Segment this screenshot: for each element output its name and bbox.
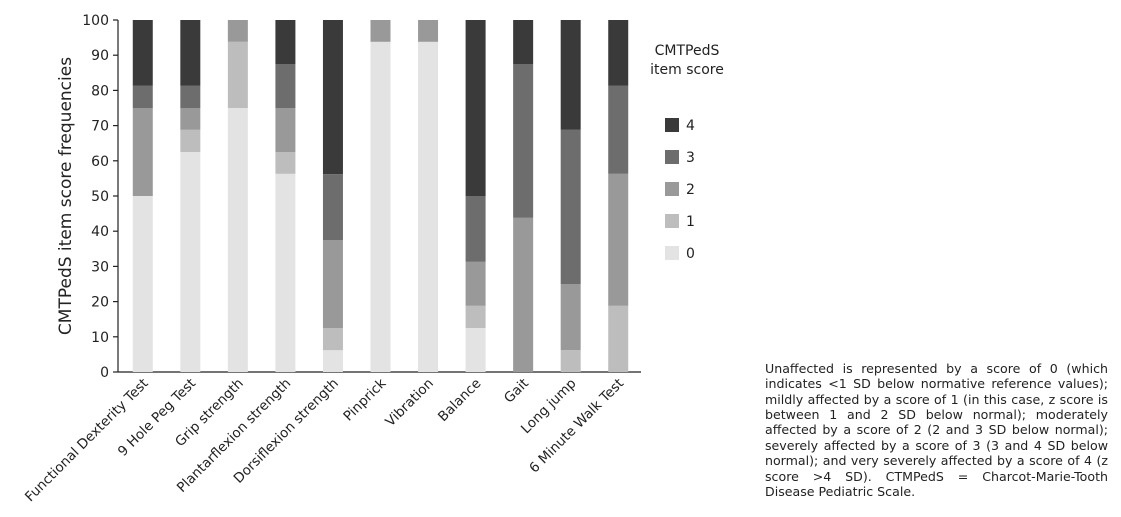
bar-segment-score-0 bbox=[132, 196, 153, 372]
bar-segment-score-4 bbox=[132, 20, 153, 86]
legend-label: 4 bbox=[686, 118, 695, 134]
bar-segment-score-3 bbox=[275, 64, 296, 108]
bar-segment-score-0 bbox=[465, 328, 486, 372]
legend-swatch bbox=[665, 182, 679, 196]
bar-segment-score-2 bbox=[132, 108, 153, 196]
y-tick-label: 0 bbox=[100, 365, 109, 381]
bar-segment-score-4 bbox=[275, 20, 296, 64]
y-tick-label: 50 bbox=[91, 189, 109, 205]
bar-segment-score-0 bbox=[322, 350, 343, 372]
legend: CMTPedS item score 4 3 2 1 0 bbox=[650, 43, 724, 262]
legend-label: 3 bbox=[686, 150, 695, 166]
bar-segment-score-2 bbox=[180, 108, 201, 130]
legend-label: 1 bbox=[686, 214, 695, 230]
y-tick-label: 30 bbox=[91, 259, 109, 275]
bar-segment-score-4 bbox=[513, 20, 534, 64]
legend-swatch bbox=[665, 150, 679, 164]
x-tick-label: Vibration bbox=[382, 376, 436, 430]
y-tick-label: 20 bbox=[91, 295, 109, 311]
bar-segment-score-2 bbox=[608, 173, 629, 306]
legend-swatch bbox=[665, 246, 679, 260]
bar-segment-score-0 bbox=[418, 41, 439, 372]
y-tick-label: 40 bbox=[91, 224, 109, 240]
bar-segment-score-3 bbox=[513, 64, 534, 218]
x-tick-label: Pinprick bbox=[340, 375, 389, 424]
bar-segment-score-2 bbox=[465, 261, 486, 306]
figure-caption: Unaffected is represented by a score of … bbox=[765, 361, 1108, 499]
bar-segment-score-4 bbox=[322, 20, 343, 175]
bar-segment-score-3 bbox=[608, 85, 629, 174]
y-tick-label: 70 bbox=[91, 119, 109, 135]
bar-segment-score-0 bbox=[370, 41, 391, 372]
chart-bars bbox=[132, 20, 629, 372]
bar-segment-score-3 bbox=[132, 85, 153, 108]
bar-segment-score-1 bbox=[275, 152, 296, 174]
x-tick-label: Balance bbox=[435, 376, 484, 425]
chart-axes: 0 10 20 30 40 50 60 70 80 90 100 bbox=[82, 13, 641, 381]
bar-segment-score-4 bbox=[180, 20, 201, 86]
y-tick-label: 10 bbox=[91, 330, 109, 346]
bar-segment-score-1 bbox=[180, 129, 201, 152]
legend-swatch bbox=[665, 214, 679, 228]
bar-segment-score-1 bbox=[322, 328, 343, 351]
y-tick-label: 100 bbox=[82, 13, 109, 29]
legend-title-line-2: item score bbox=[650, 62, 724, 78]
bar-segment-score-2 bbox=[560, 284, 581, 351]
bar-segment-score-3 bbox=[180, 85, 201, 108]
y-axis-label: CMTPedS item score frequencies bbox=[56, 57, 76, 335]
bar-segment-score-4 bbox=[608, 20, 629, 86]
legend-label: 0 bbox=[686, 246, 695, 262]
bar-segment-score-0 bbox=[180, 152, 201, 372]
y-tick-label: 60 bbox=[91, 154, 109, 170]
bar-segment-score-3 bbox=[560, 129, 581, 284]
bar-segment-score-4 bbox=[560, 20, 581, 130]
bar-segment-score-3 bbox=[465, 196, 486, 262]
x-tick-label: 6 Minute Walk Test bbox=[526, 376, 627, 477]
bar-segment-score-1 bbox=[227, 41, 248, 108]
y-tick-label: 90 bbox=[91, 48, 109, 64]
bar-segment-score-0 bbox=[227, 108, 248, 372]
bar-segment-score-2 bbox=[275, 108, 296, 152]
bar-segment-score-2 bbox=[370, 20, 391, 42]
y-tick-label: 80 bbox=[91, 83, 109, 99]
bar-segment-score-3 bbox=[322, 174, 343, 240]
x-tick-label: Gait bbox=[501, 376, 532, 407]
bar-segment-score-2 bbox=[513, 217, 534, 372]
bar-segment-score-1 bbox=[465, 305, 486, 328]
legend-label: 2 bbox=[686, 182, 695, 198]
bar-segment-score-2 bbox=[227, 20, 248, 42]
legend-swatch bbox=[665, 118, 679, 132]
bar-segment-score-4 bbox=[465, 20, 486, 196]
bar-segment-score-0 bbox=[275, 173, 296, 372]
bar-segment-score-1 bbox=[560, 350, 581, 372]
legend-title-line-1: CMTPedS bbox=[655, 43, 720, 59]
bar-segment-score-1 bbox=[608, 305, 629, 372]
bar-segment-score-2 bbox=[322, 240, 343, 328]
bar-segment-score-2 bbox=[418, 20, 439, 42]
